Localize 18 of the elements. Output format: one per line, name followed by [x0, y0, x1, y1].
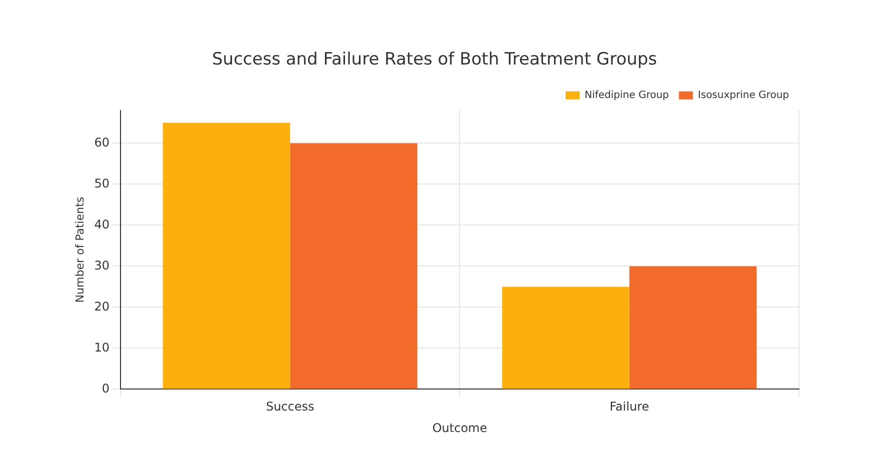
- bar: [502, 286, 630, 389]
- y-axis-title: Number of Patients: [73, 196, 86, 303]
- x-tick-label: Success: [266, 400, 314, 414]
- y-tick-label: 30: [94, 258, 110, 272]
- chart-title: Success and Failure Rates of Both Treatment Groups: [212, 50, 658, 70]
- bar: [162, 122, 290, 389]
- legend-label: Nifedipine Group: [584, 90, 669, 101]
- legend-label: Isosuxprine Group: [698, 90, 789, 101]
- y-tick-label: 60: [94, 135, 110, 150]
- bar: [290, 143, 418, 389]
- x-tick-label: Failure: [610, 400, 650, 414]
- y-tick-label: 20: [94, 299, 110, 314]
- y-tick-label: 10: [94, 340, 110, 354]
- y-tick-label: 40: [94, 217, 110, 232]
- y-tick-label: 50: [94, 176, 110, 190]
- x-axis-title: Outcome: [432, 420, 488, 435]
- y-tick-label: 0: [102, 381, 110, 396]
- bar: [629, 266, 757, 389]
